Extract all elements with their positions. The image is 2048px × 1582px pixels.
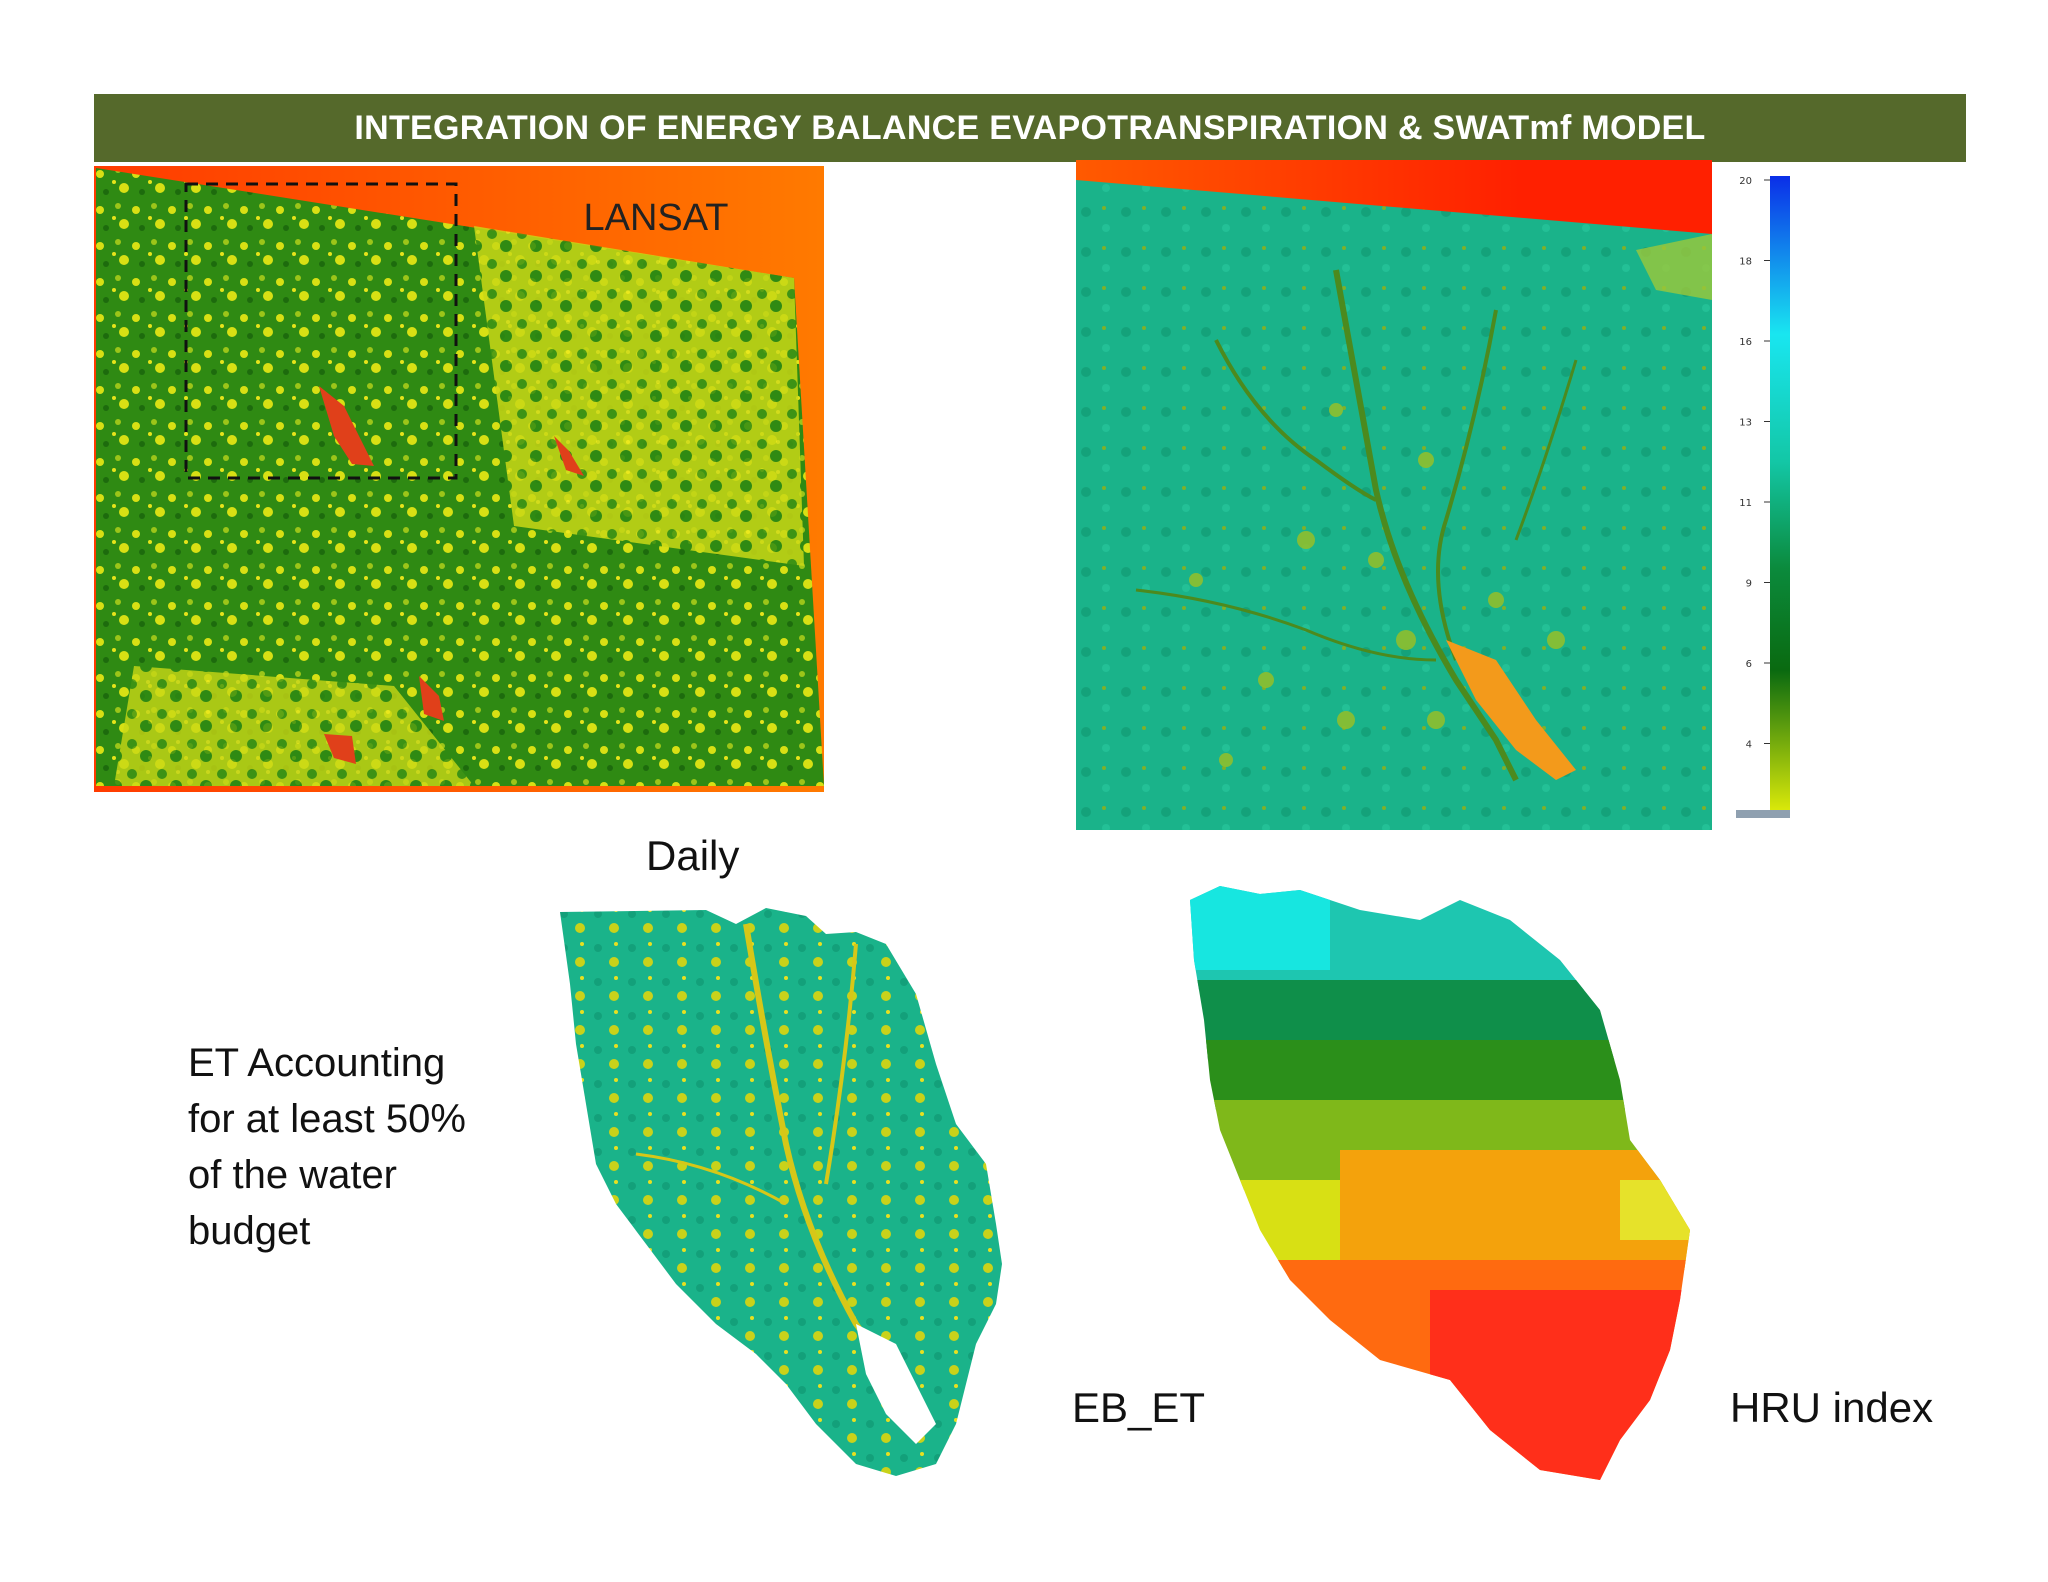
eb-et-caption: EB_ET	[1072, 1384, 1206, 1431]
landsat-label: LANSAT	[583, 197, 728, 239]
daily-et-map	[1076, 160, 1712, 830]
landsat-map-graphic: LANSAT	[94, 166, 824, 792]
et-colorbar: 20 18 16 13 11 9 6 4	[1714, 170, 1794, 830]
eb-et-watershed-graphic	[560, 908, 1002, 1476]
et-accounting-note: ET Accounting for at least 50% of the wa…	[188, 1035, 466, 1259]
daily-caption: Daily	[646, 832, 740, 879]
colorbar-tick-label: 9	[1746, 579, 1752, 590]
banner-title: INTEGRATION OF ENERGY BALANCE EVAPOTRANS…	[354, 108, 1706, 147]
colorbar-tick-label: 6	[1746, 659, 1752, 670]
colorbar-tick-label: 13	[1739, 418, 1752, 429]
et-note-line-1: ET Accounting	[188, 1041, 446, 1085]
colorbar-tick-label: 18	[1739, 257, 1752, 268]
et-note-line-4: budget	[188, 1209, 311, 1253]
et-note-line-2: for at least 50%	[188, 1097, 466, 1141]
et-note-line-3: of the water	[188, 1153, 398, 1197]
colorbar-tick-label: 16	[1739, 337, 1752, 348]
hru-index-watershed-map	[1180, 880, 1700, 1490]
colorbar-tick-label: 20	[1739, 176, 1752, 187]
daily-et-map-graphic	[1076, 160, 1712, 830]
eb-et-watershed-map	[556, 904, 1056, 1482]
hru-index-caption: HRU index	[1730, 1384, 1934, 1431]
title-banner: INTEGRATION OF ENERGY BALANCE EVAPOTRANS…	[94, 94, 1966, 162]
colorbar-tick-label: 11	[1739, 498, 1752, 509]
landsat-map: LANSAT	[94, 166, 824, 792]
colorbar-tick-label: 4	[1746, 740, 1752, 751]
et-colorbar-graphic: 20 18 16 13 11 9 6 4	[1736, 176, 1790, 818]
hru-index-watershed-graphic	[1190, 886, 1690, 1480]
